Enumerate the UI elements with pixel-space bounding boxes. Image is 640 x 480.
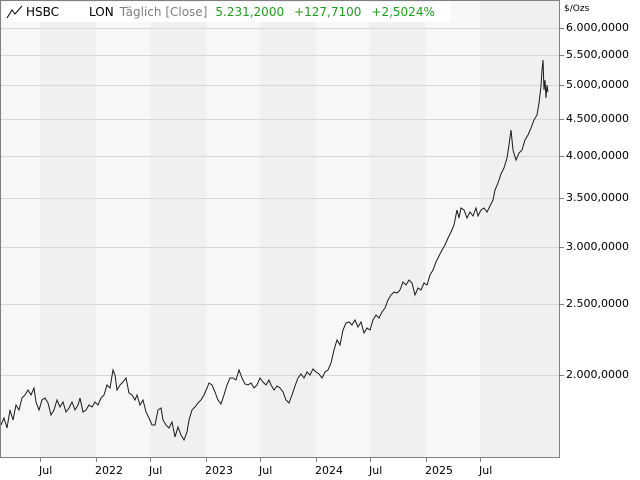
plot-frame (0, 0, 560, 458)
price-line (0, 59, 549, 442)
y-axis-unit: $/Ozs (564, 4, 590, 14)
x-axis-label: 2024 (315, 464, 343, 477)
x-axis-label: Jul (479, 464, 493, 477)
exchange-label: LON (89, 5, 114, 19)
y-axis-label: 3.000,0000 (566, 239, 629, 253)
x-axis-ticks (40, 458, 481, 462)
x-axis-label: Jul (39, 464, 53, 477)
last-price: 5.231,2000 (215, 5, 285, 19)
x-axis-label: Jul (149, 464, 163, 477)
price-change: +127,7100 (294, 5, 362, 19)
interval-mode: Täglich [Close] (119, 5, 208, 19)
y-axis-label: 5.000,0000 (566, 77, 629, 91)
y-axis-label: 2.500,0000 (566, 296, 629, 310)
y-axis-label: 5.500,0000 (566, 47, 629, 61)
x-axis-label: 2023 (205, 464, 233, 477)
symbol-name: HSBC (26, 5, 60, 19)
y-axis-label: 6.000,0000 (566, 20, 629, 34)
y-axis-label: 2.000,0000 (566, 367, 629, 381)
x-axis-label: Jul (259, 464, 273, 477)
chart-legend: HSBC LON Täglich [Close] 5.231,2000 +127… (2, 2, 451, 22)
line-chart-icon (6, 5, 23, 19)
time-bands (40, 0, 560, 458)
price-change-percent: +2,5024% (371, 5, 435, 19)
x-axis-label: Jul (369, 464, 383, 477)
grid-lines (0, 28, 560, 376)
x-axis-label: 2025 (425, 464, 453, 477)
y-axis-ticks (560, 28, 564, 376)
x-axis-label: 2022 (95, 464, 123, 477)
y-axis-label: 3.500,0000 (566, 190, 629, 204)
y-axis-label: 4.500,0000 (566, 111, 629, 125)
y-axis-label: 4.000,0000 (566, 148, 629, 162)
